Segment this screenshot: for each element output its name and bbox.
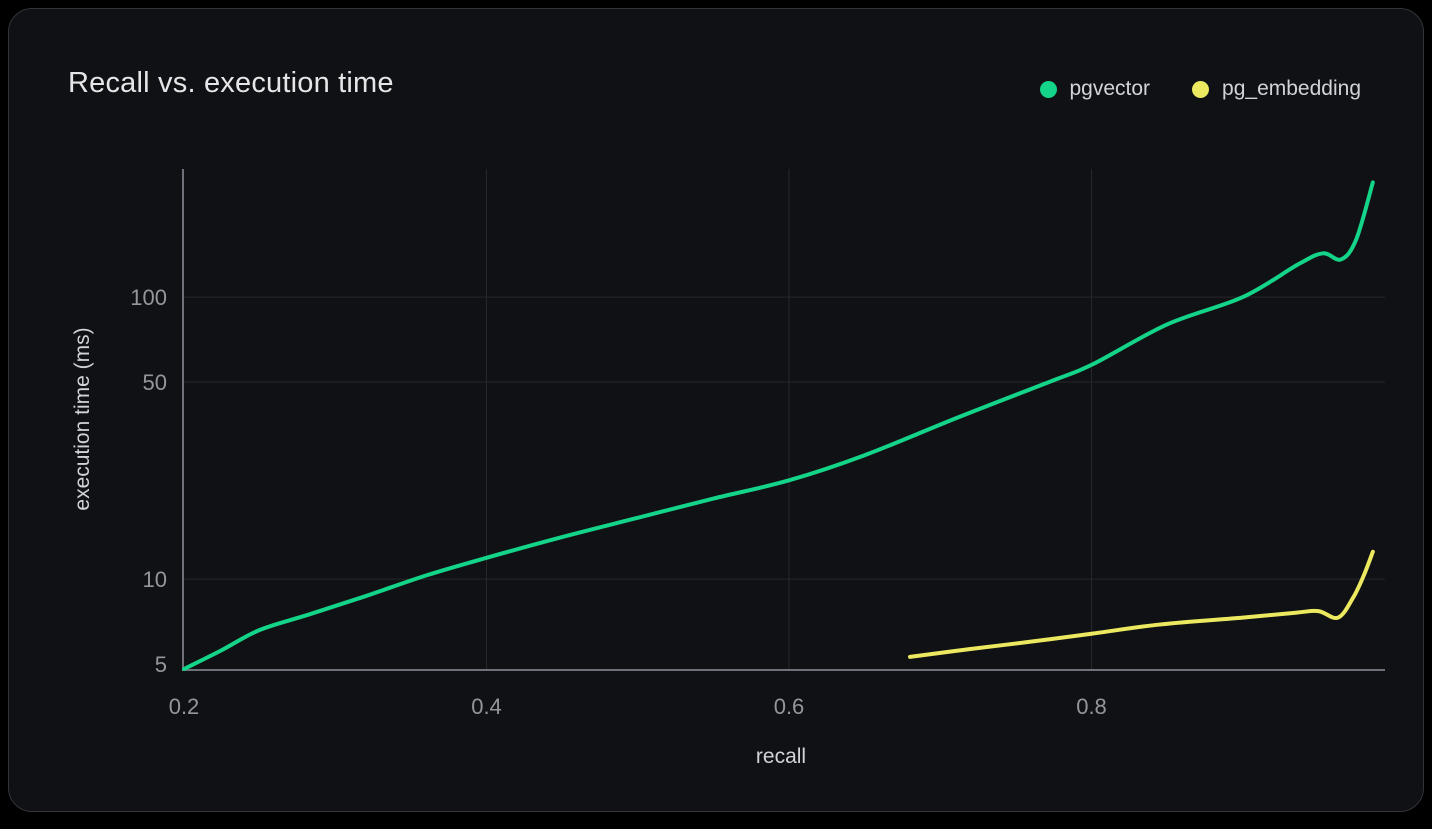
x-axis-title: recall <box>681 745 881 769</box>
x-tick-label: 0.6 <box>774 694 805 719</box>
chart-plot-area: 0.2 0.4 0.6 0.8 5 10 50 100 <box>9 9 1432 829</box>
y-tick-label: 5 <box>155 652 167 677</box>
x-tick-label: 0.4 <box>471 694 502 719</box>
x-tick-label: 0.8 <box>1076 694 1107 719</box>
chart-card: Recall vs. execution time pgvector pg_em… <box>8 8 1424 812</box>
series-line-pgvector <box>184 182 1373 669</box>
y-axis-title: execution time (ms) <box>71 284 95 554</box>
y-tick-label: 50 <box>143 370 167 395</box>
x-tick-label: 0.2 <box>169 694 200 719</box>
y-tick-label: 100 <box>130 285 167 310</box>
series-line-pg_embedding <box>910 552 1373 657</box>
y-tick-label: 10 <box>143 567 167 592</box>
